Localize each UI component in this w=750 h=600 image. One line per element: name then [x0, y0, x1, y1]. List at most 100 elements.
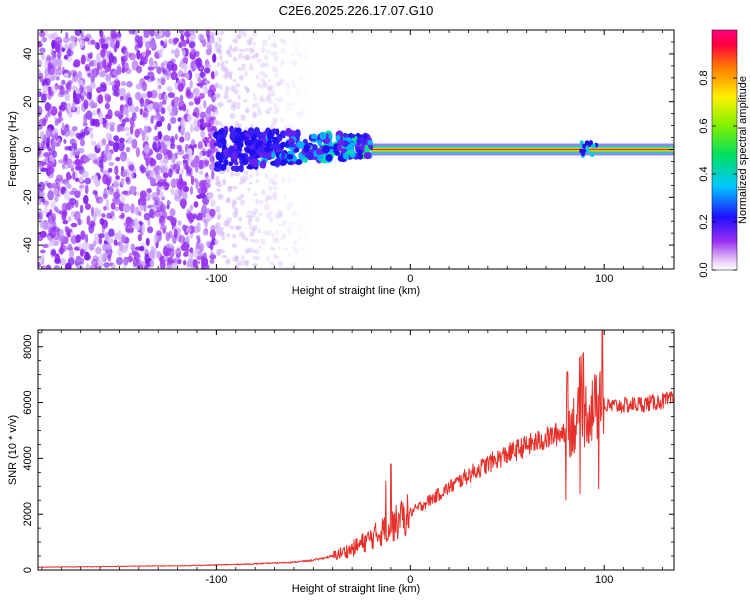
- spectrogram-noise-blob: [108, 161, 115, 166]
- spectrogram-faint-blob: [244, 106, 250, 114]
- spectrogram-faint-blob: [219, 231, 225, 237]
- ridge-blob: [350, 133, 356, 139]
- spectrogram-noise-blob: [210, 71, 215, 80]
- spectrogram-noise-blob: [38, 69, 42, 75]
- spectrogram-noise-blob: [38, 106, 43, 116]
- spectrogram-faint-blob: [296, 41, 301, 49]
- spectrogram-noise-blob: [179, 198, 187, 208]
- spectrogram-faint-blob: [273, 102, 278, 110]
- spectrogram-faint-blob: [272, 265, 276, 269]
- spectrogram-noise-blob: [115, 31, 122, 38]
- spectrogram-noise-blob: [44, 206, 48, 216]
- spectrogram-faint-blob: [237, 124, 242, 128]
- spectrogram-noise-blob: [185, 227, 192, 234]
- spectrogram-noise-blob: [154, 112, 162, 122]
- spectrogram-faint-blob: [219, 54, 223, 61]
- spectrogram-faint-blob: [255, 52, 260, 57]
- spectrogram-noise-blob: [202, 230, 209, 236]
- ridge-blob: [213, 142, 222, 147]
- spectrogram-noise-blob: [193, 201, 199, 208]
- spectrogram-faint-blob: [232, 198, 237, 204]
- spectrogram-faint-blob: [257, 228, 262, 235]
- spectrogram-noise-blob: [209, 258, 215, 264]
- spectrogram-noise-blob: [41, 197, 46, 203]
- spectrogram-noise-blob: [177, 227, 182, 234]
- spectrogram-noise-blob: [58, 159, 64, 164]
- spectrogram-faint-blob: [275, 238, 280, 244]
- spectrogram-noise-blob: [162, 172, 169, 179]
- spectrogram-noise-blob: [171, 99, 175, 107]
- spectrogram-noise-blob: [102, 252, 108, 257]
- ridge-blob: [246, 164, 255, 170]
- spectrogram-faint-blob: [252, 41, 256, 46]
- spectrogram-noise-blob: [198, 151, 203, 160]
- spectrogram-faint-blob: [270, 84, 275, 90]
- spectrogram-noise-blob: [92, 159, 99, 165]
- ridge-blob: [281, 150, 286, 159]
- spectrogram-faint-blob: [275, 106, 280, 114]
- spectrogram-noise-blob: [48, 209, 53, 215]
- spectrogram-faint-blob: [303, 234, 308, 239]
- spectrogram-faint-blob: [255, 178, 259, 184]
- spectrogram-faint-blob: [263, 62, 270, 68]
- spectrogram-faint-blob: [262, 39, 268, 47]
- spectrogram-noise-blob: [203, 67, 211, 74]
- spectrogram-faint-blob: [307, 80, 313, 85]
- spectrogram-noise-blob: [52, 150, 58, 158]
- spectrogram-faint-blob: [256, 82, 261, 88]
- spectrogram-noise-blob: [53, 240, 60, 246]
- ridge-blob: [317, 139, 323, 147]
- spectrogram-faint-blob: [276, 80, 282, 87]
- spectrogram-faint-blob: [221, 254, 228, 259]
- spectrogram-noise-blob: [182, 190, 188, 201]
- spectrogram-noise-blob: [47, 164, 53, 175]
- spectrogram-noise-blob: [38, 198, 42, 206]
- spectrogram-noise-blob: [117, 229, 122, 239]
- spectrogram-noise-blob: [38, 42, 43, 48]
- spectrogram-faint-blob: [236, 34, 241, 40]
- ridge-blob: [316, 148, 323, 155]
- spectrogram-noise-blob: [201, 204, 207, 216]
- spectrogram-faint-blob: [303, 54, 308, 59]
- snr-x-ticks: -100 0 100: [41, 330, 663, 586]
- spectrogram-noise-blob: [210, 116, 217, 121]
- spectrogram-noise-blob: [116, 124, 122, 133]
- spectrogram-noise-blob: [77, 243, 84, 250]
- spectrogram-faint-blob: [272, 179, 278, 186]
- ridge-blob: [258, 145, 265, 154]
- spectrogram-faint-blob: [273, 66, 279, 73]
- spectrogram-faint-blob: [303, 89, 307, 96]
- spectrogram-noise-blob: [204, 63, 210, 70]
- spectrogram-noise-blob: [146, 91, 153, 98]
- spectrogram-noise-blob: [79, 248, 84, 257]
- spectrogram-noise-blob: [185, 235, 190, 246]
- ridge-blob: [275, 159, 280, 167]
- spectrogram-faint-blob: [280, 61, 284, 68]
- spectrogram-noise-blob: [85, 263, 90, 269]
- spectrogram-faint-blob: [245, 54, 250, 61]
- spectrogram-noise-blob: [189, 185, 194, 195]
- y-tick-label: 6000: [22, 390, 34, 414]
- spectrogram-faint-blob: [244, 259, 250, 267]
- spectrogram-faint-blob: [228, 53, 233, 58]
- spectrogram-noise-blob: [188, 30, 196, 36]
- spectrogram-faint-blob: [303, 171, 308, 178]
- spectrogram-noise-blob: [66, 231, 71, 238]
- x-tick-label: 0: [407, 574, 413, 586]
- ridge-blob: [588, 140, 593, 146]
- spectrogram-noise-blob: [82, 121, 88, 127]
- spectrogram-noise-blob: [159, 203, 167, 213]
- spectrogram-noise-blob: [82, 249, 87, 255]
- spectrogram-noise-blob: [197, 250, 203, 260]
- ridge-blob: [217, 129, 224, 135]
- spectrogram-noise-blob: [195, 57, 203, 68]
- spectrogram-faint-blob: [226, 233, 231, 238]
- spectrogram-noise-blob: [180, 168, 185, 175]
- spectrogram-noise-blob: [119, 95, 124, 101]
- spectrogram-noise-blob: [118, 141, 125, 152]
- spectrogram-noise-blob: [43, 152, 51, 158]
- spectrogram-faint-blob: [263, 73, 269, 79]
- spectrogram-noise-blob: [166, 199, 171, 206]
- spectrogram-faint-blob: [262, 81, 268, 87]
- spectrogram-noise-blob: [71, 125, 78, 132]
